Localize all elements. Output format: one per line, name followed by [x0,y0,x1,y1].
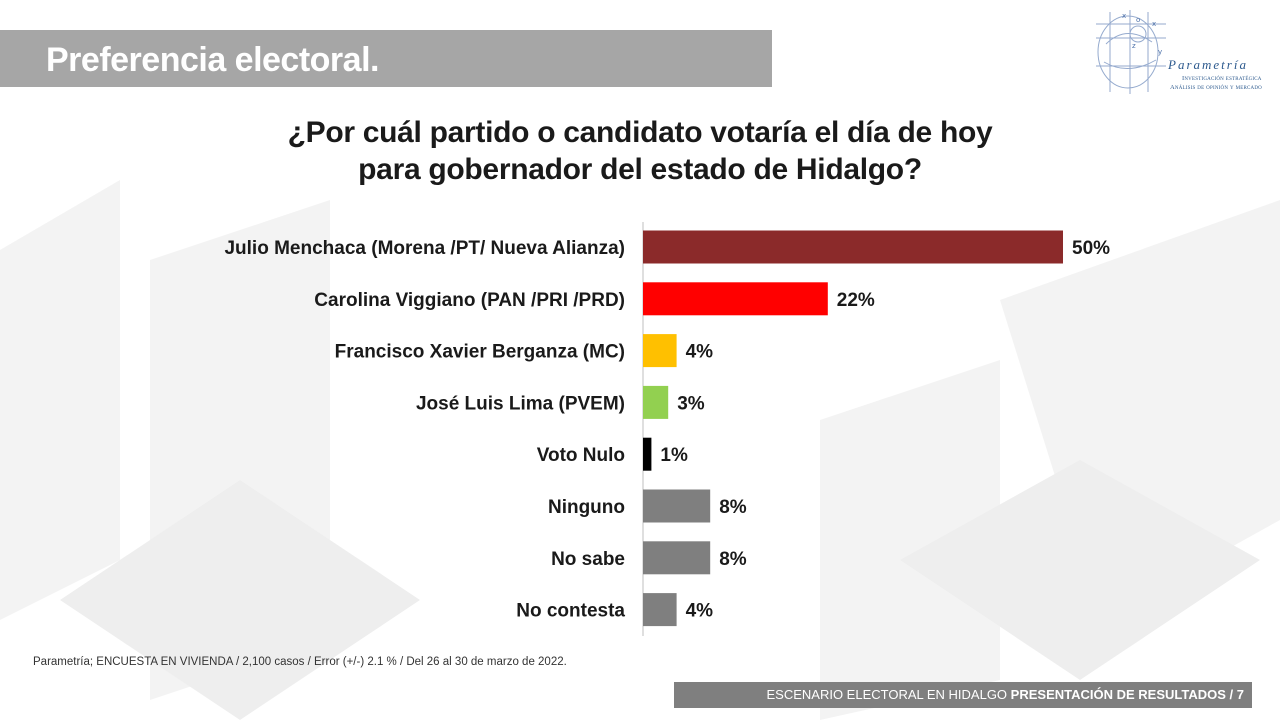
bar [643,437,652,471]
bar [643,282,828,316]
value-label: 22% [837,290,875,311]
svg-text:o: o [1136,16,1140,24]
value-label: 4% [686,342,714,363]
svg-text:x: x [1152,20,1156,28]
footer-page: / 7 [1225,687,1244,702]
value-label: 50% [1072,238,1110,259]
footer-prefix: ESCENARIO ELECTORAL EN HIDALGO [766,687,1011,702]
parametria-logo: x o x z y Parametría Investigación estra… [1086,4,1278,96]
svg-text:z: z [1132,42,1136,50]
category-label: Francisco Xavier Berganza (MC) [335,342,625,363]
source-note: Parametría; ENCUESTA EN VIVIENDA / 2,100… [33,656,567,668]
header-band [0,30,772,87]
value-label: 4% [686,601,714,622]
bar [643,593,677,627]
logo-head-icon: x o x z y [1096,10,1166,94]
bar [643,230,1063,264]
footer-band [674,682,1252,708]
question-line-1: ¿Por cuál partido o candidato votaría el… [287,116,993,149]
svg-text:x: x [1122,12,1126,20]
svg-text:y: y [1158,48,1162,56]
value-label: 3% [677,393,705,414]
category-label: Julio Menchaca (Morena /PT/ Nueva Alianz… [224,238,625,259]
bar [643,489,711,523]
footer-bold: PRESENTACIÓN DE RESULTADOS [1010,687,1226,702]
category-label: Ninguno [548,497,625,518]
category-label: Carolina Viggiano (PAN /PRI /PRD) [314,290,625,311]
category-label: No sabe [551,549,625,570]
question-line-2: para gobernador del estado de Hidalgo? [358,153,922,186]
footer-text: ESCENARIO ELECTORAL EN HIDALGO PRESENTAC… [674,682,1244,708]
bar [643,334,677,368]
bar [643,541,711,575]
logo-tagline-1: Investigación estratégica [1182,75,1262,82]
category-label: Voto Nulo [537,445,625,466]
category-label: No contesta [516,601,625,622]
value-label: 8% [719,497,747,518]
value-label: 1% [660,445,688,466]
logo-tagline-2: Análisis de opinión y mercado [1170,84,1262,91]
page-title: Preferencia electoral. [46,41,379,79]
logo-name: Parametría [1168,57,1248,72]
category-label: José Luis Lima (PVEM) [416,393,625,414]
chart-question: ¿Por cuál partido o candidato votaría el… [200,114,1080,188]
value-label: 8% [719,549,747,570]
bar [643,385,669,419]
